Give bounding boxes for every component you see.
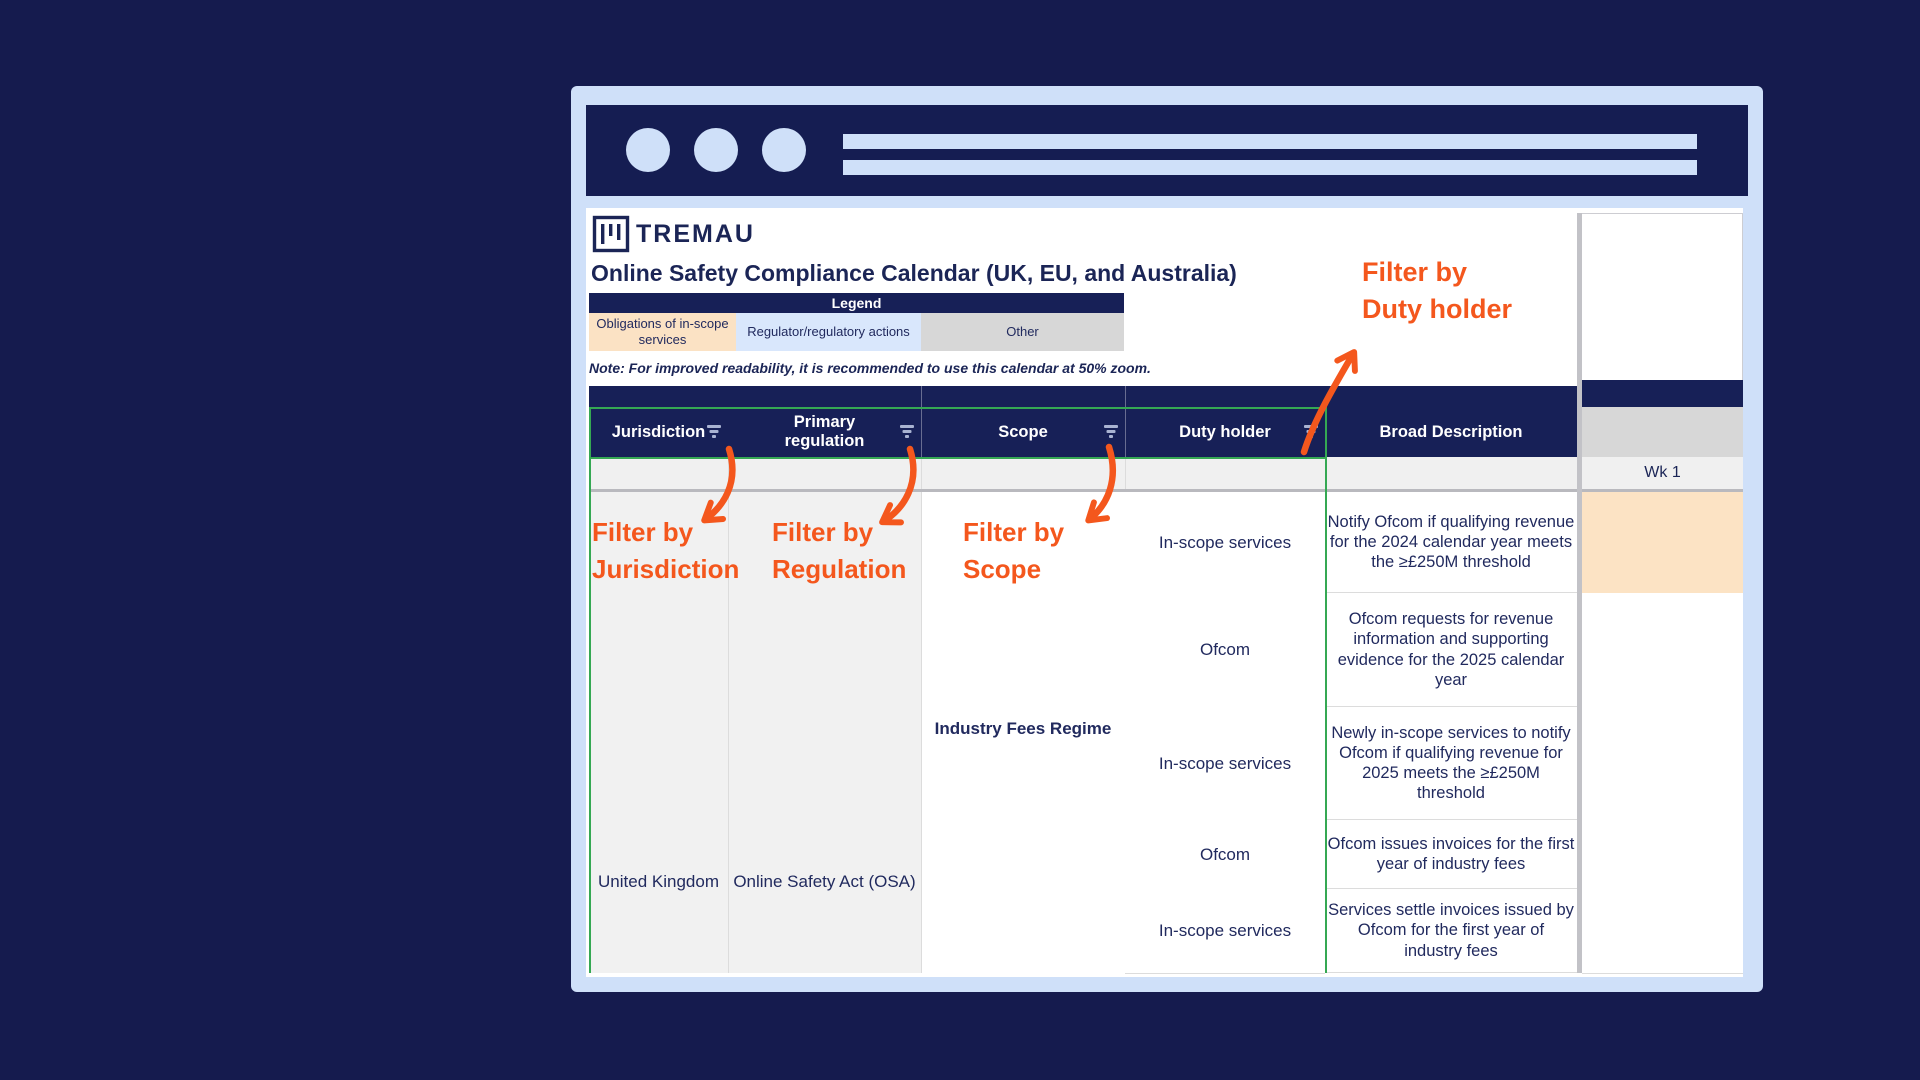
week-cell[interactable] — [1582, 707, 1743, 821]
description-cell[interactable]: Services settle invoices issued by Ofcom… — [1325, 889, 1577, 973]
annotation-line: Filter by — [772, 517, 874, 547]
description-cell[interactable]: Ofcom requests for revenue information a… — [1325, 593, 1577, 707]
column-header-jurisdiction[interactable]: Jurisdiction — [589, 407, 728, 457]
brand-name: TREMAU — [636, 220, 755, 248]
column-header-label: Broad Description — [1379, 422, 1523, 441]
filter-range-border-top — [589, 407, 1327, 409]
duty-holder-cell[interactable]: In-scope services — [1125, 492, 1325, 594]
browser-window: TREMAU Online Safety Compliance Calendar… — [571, 86, 1763, 992]
duty-holder-cell[interactable]: In-scope services — [1125, 889, 1325, 974]
annotation-line: Scope — [963, 554, 1042, 584]
scope-column[interactable] — [921, 492, 1125, 973]
window-dot-3[interactable] — [762, 128, 806, 172]
table-top-band — [589, 386, 1577, 407]
annotation-line: Regulation — [772, 554, 907, 584]
week-cell[interactable] — [1582, 492, 1743, 594]
tremau-logo-icon — [592, 215, 630, 253]
week-column-top-cell[interactable] — [1582, 213, 1743, 380]
annotation-filter-by-jurisdiction: Filter by Jurisdiction — [592, 514, 739, 588]
week-column-band — [1582, 380, 1743, 407]
annotation-filter-by-scope: Filter by Scope — [963, 514, 1064, 588]
description-cell[interactable]: Ofcom issues invoices for the first year… — [1325, 820, 1577, 889]
week-header-cell[interactable]: Wk 1 — [1582, 457, 1743, 489]
column-header-primary-regulation[interactable]: Primary regulation — [728, 407, 921, 457]
column-header-label: Jurisdiction — [611, 422, 706, 441]
gridline — [728, 457, 729, 973]
filter-icon-duty-holder[interactable] — [1303, 424, 1319, 438]
spreadsheet-area: TREMAU Online Safety Compliance Calendar… — [586, 208, 1743, 977]
annotation-line: Filter by — [592, 517, 694, 547]
week-cell[interactable] — [1582, 889, 1743, 974]
address-bar-line-2 — [843, 160, 1697, 175]
page-title: Online Safety Compliance Calendar (UK, E… — [591, 260, 1237, 286]
column-header-scope[interactable]: Scope — [921, 407, 1125, 457]
annotation-line: Duty holder — [1362, 294, 1513, 324]
annotation-line: Filter by — [1362, 257, 1468, 287]
week-cell[interactable] — [1582, 593, 1743, 708]
gridline — [921, 457, 922, 973]
frozen-row-border — [589, 489, 1743, 492]
primary-regulation-cell[interactable]: Online Safety Act (OSA) — [733, 872, 916, 892]
description-cell[interactable]: Notify Ofcom if qualifying revenue for t… — [1325, 492, 1577, 593]
legend-title-cell: Legend — [589, 293, 1124, 313]
annotation-line: Filter by — [963, 517, 1065, 547]
filter-range-border-header — [589, 457, 1327, 459]
primary-regulation-column[interactable] — [728, 492, 921, 973]
description-cell[interactable]: Newly in-scope services to notify Ofcom … — [1325, 707, 1577, 820]
legend-item-obligations[interactable]: Obligations of in-scope services — [589, 313, 736, 351]
jurisdiction-cell[interactable]: United Kingdom — [598, 872, 719, 892]
readability-note: Note: For improved readability, it is re… — [589, 360, 1151, 376]
filter-range-border-left — [589, 407, 591, 973]
scope-cell[interactable]: Industry Fees Regime — [934, 719, 1112, 739]
legend-item-other[interactable]: Other — [921, 313, 1124, 351]
window-dot-2[interactable] — [694, 128, 738, 172]
duty-holder-cell[interactable]: Ofcom — [1125, 820, 1325, 890]
column-header-duty-holder[interactable]: Duty holder — [1125, 407, 1325, 457]
filter-icon-primary-regulation[interactable] — [899, 424, 915, 438]
annotation-filter-by-duty-holder: Filter by Duty holder — [1362, 254, 1512, 328]
address-bar-line-1 — [843, 134, 1697, 149]
duty-holder-cell[interactable]: In-scope services — [1125, 707, 1325, 821]
header-gridline — [921, 386, 922, 457]
legend-item-regulator[interactable]: Regulator/regulatory actions — [736, 313, 921, 351]
column-header-broad-description[interactable]: Broad Description — [1325, 407, 1577, 457]
header-gridline — [1125, 386, 1126, 457]
duty-holder-cell[interactable]: Ofcom — [1125, 593, 1325, 708]
column-header-label: Primary regulation — [784, 413, 865, 450]
frozen-column-border — [1577, 213, 1582, 973]
filter-icon-jurisdiction[interactable] — [706, 424, 722, 438]
window-dot-1[interactable] — [626, 128, 670, 172]
week-row-background — [589, 457, 1577, 489]
annotation-line: Jurisdiction — [592, 554, 740, 584]
week-cell[interactable] — [1582, 820, 1743, 890]
browser-titlebar — [586, 105, 1748, 196]
filter-icon-scope[interactable] — [1103, 424, 1119, 438]
annotation-filter-by-regulation: Filter by Regulation — [772, 514, 906, 588]
column-header-label: Duty holder — [1179, 422, 1271, 441]
column-header-label: Scope — [998, 422, 1048, 441]
week-column-gray-cell[interactable] — [1582, 407, 1743, 457]
jurisdiction-column[interactable] — [589, 492, 728, 973]
filter-range-border-right — [1325, 407, 1327, 973]
